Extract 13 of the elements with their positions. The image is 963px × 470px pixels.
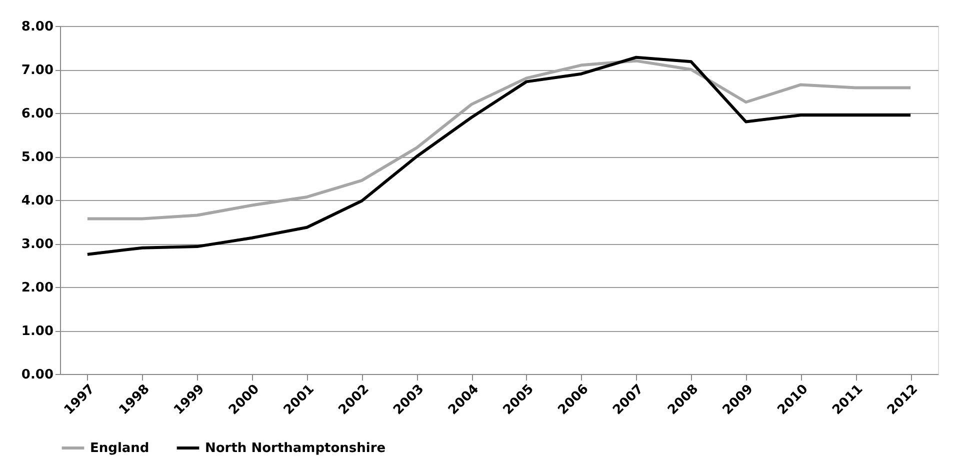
y-tick-label: 8.00 bbox=[21, 20, 54, 34]
y-tick-label: 3.00 bbox=[21, 237, 54, 252]
y-tick-label: 5.00 bbox=[21, 150, 54, 165]
legend-label: North Northamptonshire bbox=[205, 441, 386, 456]
y-tick-label: 1.00 bbox=[21, 324, 54, 339]
legend-label: England bbox=[90, 441, 150, 456]
y-tick-label: 0.00 bbox=[21, 368, 54, 382]
y-tick-label: 6.00 bbox=[21, 106, 54, 122]
y-tick-label: 4.00 bbox=[21, 194, 54, 208]
line-series bbox=[86, 56, 912, 256]
y-tick-label: 2.00 bbox=[21, 280, 54, 296]
line-series bbox=[86, 59, 912, 220]
y-tick-label: 7.00 bbox=[21, 63, 54, 78]
